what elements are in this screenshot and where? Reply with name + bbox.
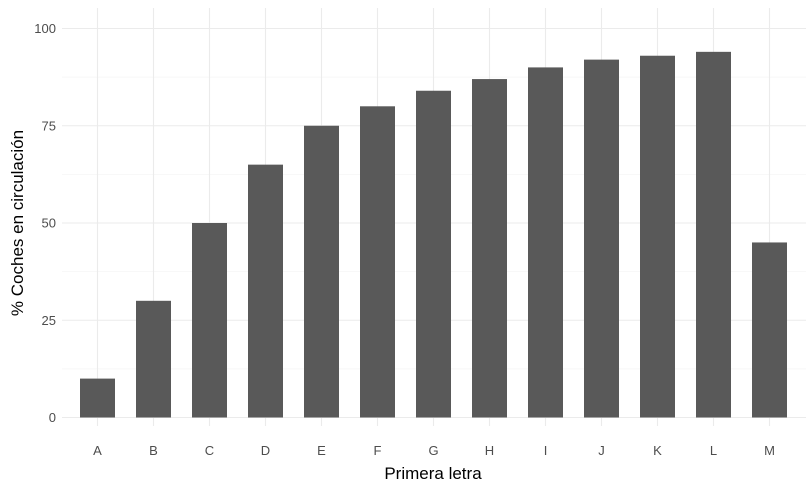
bar-g bbox=[416, 90, 451, 418]
y-tick-label: 50 bbox=[42, 216, 56, 231]
x-axis-tick-labels: A B C D E F G H I J K L M bbox=[93, 443, 775, 458]
x-tick-label: C bbox=[205, 443, 214, 458]
y-axis-title: % Coches en circulación bbox=[8, 130, 27, 316]
bar-l bbox=[696, 51, 731, 418]
x-tick-label: K bbox=[653, 443, 662, 458]
x-tick-label: G bbox=[428, 443, 438, 458]
x-tick-label: B bbox=[149, 443, 158, 458]
y-tick-label: 0 bbox=[49, 410, 56, 425]
y-tick-label: 25 bbox=[42, 313, 56, 328]
x-tick-label: L bbox=[710, 443, 717, 458]
x-tick-label: I bbox=[544, 443, 548, 458]
bar-h bbox=[472, 79, 507, 418]
y-tick-label: 100 bbox=[34, 21, 56, 36]
bar-j bbox=[584, 59, 619, 418]
x-tick-label: A bbox=[93, 443, 102, 458]
y-tick-label: 75 bbox=[42, 118, 56, 133]
bar-e bbox=[304, 125, 339, 418]
bar-d bbox=[248, 164, 283, 418]
bar-f bbox=[360, 106, 395, 418]
bars bbox=[80, 51, 787, 418]
y-axis-tick-labels: 0 25 50 75 100 bbox=[34, 21, 56, 425]
bar-m bbox=[752, 242, 787, 418]
x-tick-label: J bbox=[598, 443, 605, 458]
bar-k bbox=[640, 55, 675, 418]
x-tick-label: F bbox=[374, 443, 382, 458]
x-tick-label: E bbox=[317, 443, 326, 458]
bar-c bbox=[192, 223, 227, 418]
x-tick-label: M bbox=[764, 443, 775, 458]
bar-a bbox=[80, 378, 115, 418]
x-tick-label: H bbox=[485, 443, 494, 458]
x-axis-title: Primera letra bbox=[384, 464, 482, 483]
bar-b bbox=[136, 300, 171, 418]
bar-i bbox=[528, 67, 563, 418]
x-tick-label: D bbox=[261, 443, 270, 458]
